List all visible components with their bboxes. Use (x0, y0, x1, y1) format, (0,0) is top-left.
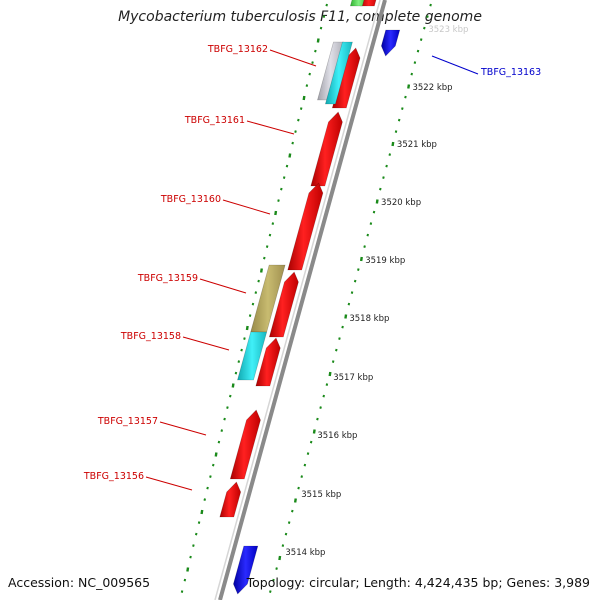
accession-text: Accession: NC_009565 (8, 575, 151, 590)
track-layer (180, 0, 432, 600)
gene-arrow-tbfg-13156 (219, 481, 242, 518)
feature-bar-cyan-13158 (237, 331, 268, 381)
gene-label: TBFG_13163 (480, 67, 541, 78)
gene-label: TBFG_13162 (207, 44, 268, 55)
leader-line (222, 199, 271, 215)
gene-label: TBFG_13156 (83, 471, 144, 482)
leader-line (159, 421, 207, 436)
outer-tick-track (269, 3, 432, 593)
backbone-shadow (214, 0, 381, 600)
backbone-line (218, 0, 387, 600)
gene-arrow-tbfg-13158 (255, 337, 281, 387)
leader-line (269, 49, 317, 67)
gene-layer (219, 0, 401, 595)
gene-label: TBFG_13159 (137, 273, 198, 284)
feature-bar-cyan-13162 (325, 41, 353, 105)
gene-label: TBFG_13161 (184, 115, 245, 126)
gene-arrow-tbfg-13159 (268, 271, 299, 338)
scale-label: 3523 kbp (428, 25, 468, 35)
leader-line (182, 336, 230, 351)
scale-label: 3517 kbp (333, 373, 373, 383)
gene-label: TBFG_13160 (160, 194, 221, 205)
map-title: Mycobacterium tuberculosis F11, complete… (118, 9, 482, 25)
scale-label: 3520 kbp (381, 198, 421, 208)
scale-label: 3521 kbp (397, 140, 437, 150)
label-layer: TBFG_13162 TBFG_13161 TBFG_13160 TBFG_13159… (83, 44, 541, 491)
feature-bar-green-top (349, 0, 365, 7)
scale-layer: 3523 kbp 3522 kbp 3521 kbp 3520 kbp 3519 kbp… (285, 25, 468, 558)
gene-arrow-tbfg-13163 (381, 29, 401, 57)
scale-label: 3514 kbp (285, 548, 325, 558)
leader-line (246, 120, 295, 135)
scale-label: 3518 kbp (349, 314, 389, 324)
gene-arrow-tbfg-13160 (287, 182, 324, 271)
gene-arrow-bottom-blue (233, 545, 259, 595)
genome-summary-text: Topology: circular; Length: 4,424,435 bp… (246, 575, 590, 590)
gene-label: TBFG_13157 (97, 416, 158, 427)
inner-tick-track (180, 3, 328, 593)
scale-label: 3516 kbp (317, 431, 357, 441)
scale-label: 3522 kbp (412, 83, 452, 93)
leader-line (199, 278, 247, 294)
gene-label: TBFG_13158 (120, 331, 181, 342)
scale-label: 3519 kbp (365, 256, 405, 266)
gene-arrow-tbfg-13161 (310, 111, 343, 187)
gene-arrow-tbfg-13157 (229, 409, 261, 480)
leader-line (145, 476, 193, 491)
scale-label: 3515 kbp (301, 490, 341, 500)
leader-line (431, 55, 479, 75)
